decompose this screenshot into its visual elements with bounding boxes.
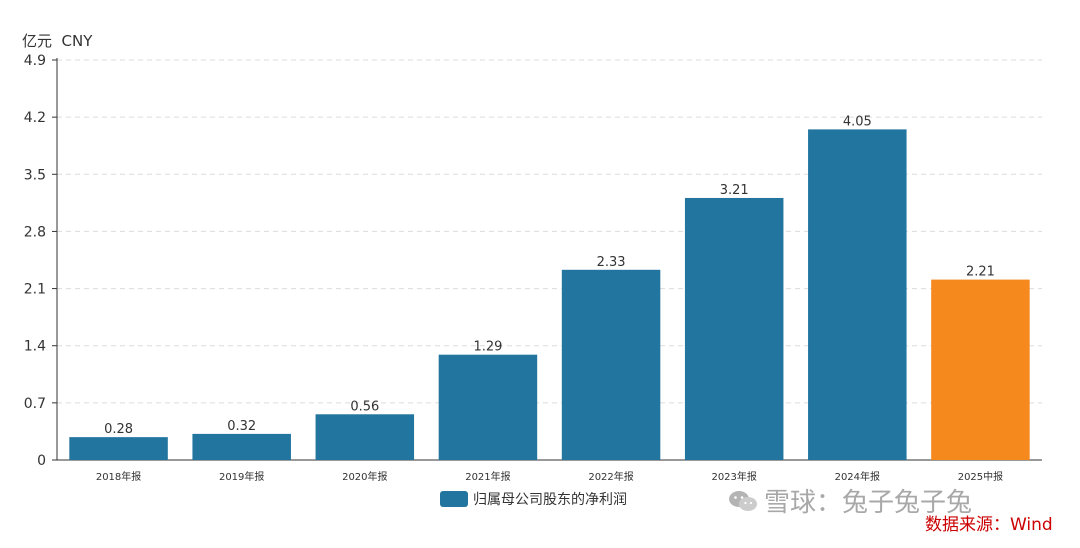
bar bbox=[438, 354, 538, 460]
bar-data-label: 0.28 bbox=[104, 422, 133, 437]
bar bbox=[808, 129, 907, 460]
y-tick-label: 1.4 bbox=[24, 339, 46, 355]
x-tick-label: 2018年报 bbox=[96, 470, 141, 483]
bar-data-label: 3.21 bbox=[720, 183, 749, 198]
bar-data-label: 4.05 bbox=[843, 114, 872, 129]
y-tick-label: 4.2 bbox=[24, 110, 46, 126]
bar bbox=[931, 279, 1030, 460]
bar bbox=[561, 269, 661, 460]
bar-data-label: 2.33 bbox=[597, 255, 626, 270]
x-tick-label: 2024年报 bbox=[835, 470, 880, 483]
x-tick-label: 2022年报 bbox=[588, 470, 633, 483]
x-tick-label: 2020年报 bbox=[342, 470, 387, 483]
bar bbox=[315, 414, 415, 460]
y-axis-unit-label: 亿元 CNY bbox=[22, 32, 93, 50]
legend-swatch bbox=[440, 491, 468, 507]
watermark-text: 雪球：兔子兔子兔 bbox=[764, 488, 973, 518]
y-tick-label: 0 bbox=[37, 453, 46, 469]
x-tick-label: 2023年报 bbox=[711, 470, 756, 483]
bar bbox=[192, 433, 291, 460]
legend: 归属母公司股东的净利润 bbox=[440, 489, 627, 509]
y-tick-label: 0.7 bbox=[24, 396, 46, 412]
legend-label: 归属母公司股东的净利润 bbox=[473, 492, 627, 508]
y-tick-label: 3.5 bbox=[24, 167, 46, 183]
y-tick-label: 2.8 bbox=[24, 224, 46, 240]
x-tick-label: 2019年报 bbox=[219, 470, 264, 483]
bar-data-label: 0.32 bbox=[227, 419, 256, 434]
bar bbox=[684, 197, 784, 461]
y-tick-label: 4.9 bbox=[24, 53, 46, 69]
x-tick-label: 2021年报 bbox=[465, 470, 510, 483]
bar bbox=[69, 437, 168, 460]
wechat-icon bbox=[729, 490, 757, 511]
x-tick-label: 2025中报 bbox=[958, 470, 1003, 483]
bar-data-label: 1.29 bbox=[473, 340, 502, 355]
source-note: 数据来源：Wind bbox=[925, 515, 1053, 535]
y-tick-label: 2.1 bbox=[24, 282, 46, 298]
watermark: 雪球：兔子兔子兔 bbox=[728, 482, 972, 519]
bar-data-label: 0.56 bbox=[350, 399, 379, 414]
bar-data-label: 2.21 bbox=[966, 265, 995, 280]
